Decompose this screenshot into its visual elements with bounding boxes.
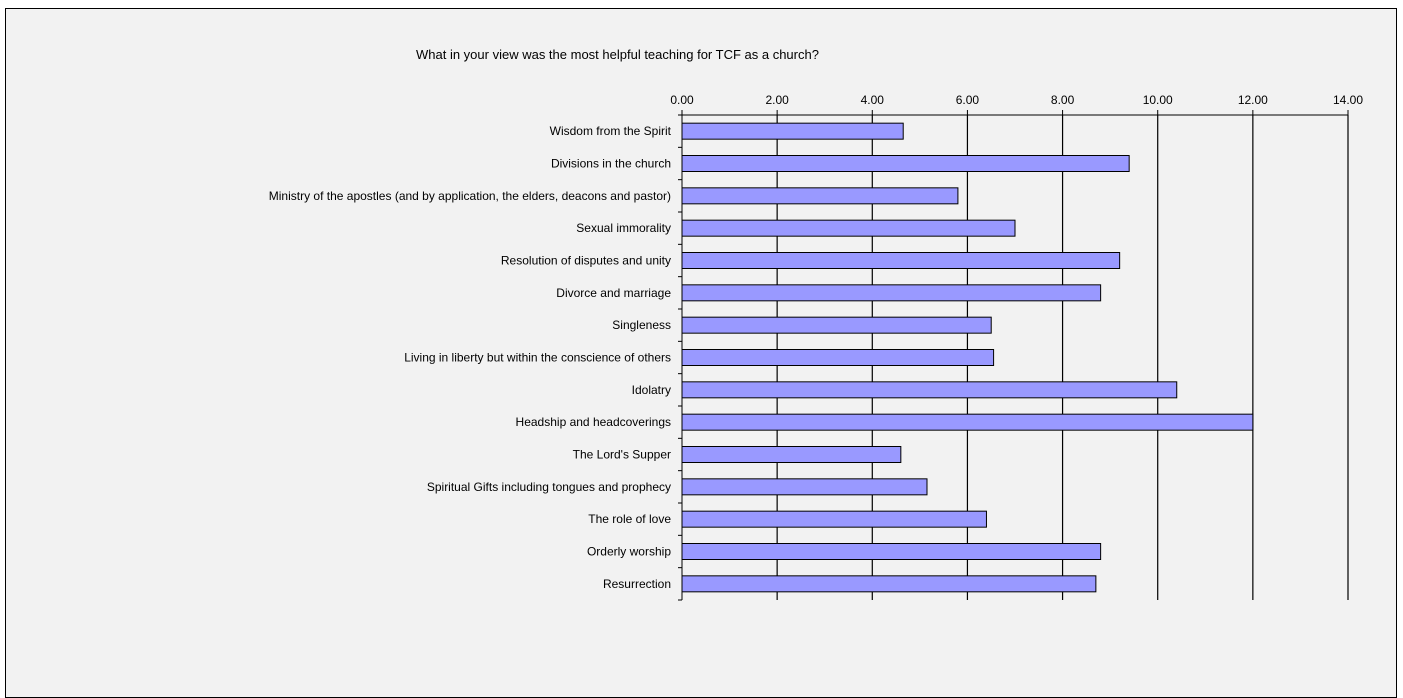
x-tick-label: 14.00 (1333, 93, 1363, 107)
bar (681, 252, 1121, 269)
bar (681, 219, 1016, 237)
bar (681, 543, 1102, 560)
bar (681, 316, 992, 334)
bar (681, 478, 928, 496)
bar (681, 155, 1130, 172)
category-label: Living in liberty but within the conscie… (404, 351, 671, 365)
category-label: Singleness (612, 318, 671, 332)
x-tick-label: 2.00 (765, 93, 789, 107)
x-tick-label: 10.00 (1143, 93, 1173, 107)
category-label: Resolution of disputes and unity (501, 254, 671, 268)
category-label: Ministry of the apostles (and by applica… (269, 189, 671, 203)
category-label: The role of love (588, 512, 671, 526)
bar (681, 575, 1097, 593)
chart-title: What in your view was the most helpful t… (416, 47, 819, 62)
category-label: Wisdom from the Spirit (550, 124, 672, 138)
category-label: The Lord's Supper (573, 448, 671, 462)
bar (681, 122, 904, 140)
bar (681, 510, 987, 528)
x-tick-label: 12.00 (1238, 93, 1268, 107)
bar (681, 446, 902, 463)
category-label: Spiritual Gifts including tongues and pr… (427, 480, 671, 494)
category-label: Resurrection (603, 577, 671, 591)
category-label: Headship and headcoverings (516, 415, 671, 429)
x-tick-label: 0.00 (670, 93, 694, 107)
bar (681, 349, 995, 366)
bar (681, 284, 1102, 302)
category-label: Orderly worship (587, 545, 671, 559)
category-label: Idolatry (632, 383, 671, 397)
bar (681, 413, 1254, 431)
bar (681, 187, 959, 205)
category-label: Divorce and marriage (556, 286, 671, 300)
category-label: Sexual immorality (576, 221, 671, 235)
category-label: Divisions in the church (551, 157, 671, 171)
x-tick-label: 6.00 (956, 93, 980, 107)
x-tick-label: 8.00 (1051, 93, 1075, 107)
bar (681, 381, 1178, 399)
x-tick-label: 4.00 (861, 93, 885, 107)
